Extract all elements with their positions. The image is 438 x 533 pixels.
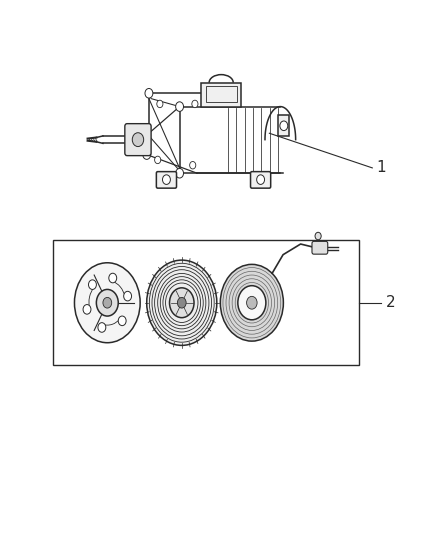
Circle shape: [192, 100, 198, 108]
FancyBboxPatch shape: [251, 172, 271, 188]
Bar: [206, 86, 237, 102]
Circle shape: [147, 260, 217, 345]
Circle shape: [74, 263, 140, 343]
Circle shape: [177, 297, 186, 308]
FancyBboxPatch shape: [156, 172, 177, 188]
Circle shape: [176, 168, 184, 178]
Text: 2: 2: [385, 295, 395, 310]
Circle shape: [88, 280, 96, 289]
Circle shape: [170, 288, 194, 318]
Circle shape: [109, 273, 117, 283]
Circle shape: [83, 304, 91, 314]
Circle shape: [257, 175, 265, 184]
Bar: [53, 240, 359, 365]
Circle shape: [145, 88, 153, 98]
Circle shape: [132, 133, 144, 147]
Circle shape: [190, 161, 196, 169]
Circle shape: [247, 296, 257, 309]
Circle shape: [103, 297, 112, 308]
Text: 1: 1: [377, 160, 386, 175]
Circle shape: [143, 150, 151, 159]
Circle shape: [124, 292, 131, 301]
Circle shape: [176, 102, 184, 111]
Bar: [201, 83, 241, 107]
FancyBboxPatch shape: [312, 241, 328, 254]
Bar: [278, 115, 289, 136]
Circle shape: [96, 289, 118, 316]
Circle shape: [220, 264, 283, 341]
Circle shape: [162, 175, 170, 184]
Circle shape: [280, 121, 288, 131]
Circle shape: [238, 286, 266, 320]
Circle shape: [98, 322, 106, 332]
Circle shape: [155, 156, 161, 164]
Circle shape: [157, 100, 163, 108]
Circle shape: [118, 316, 126, 326]
FancyBboxPatch shape: [125, 124, 151, 156]
Circle shape: [315, 232, 321, 240]
